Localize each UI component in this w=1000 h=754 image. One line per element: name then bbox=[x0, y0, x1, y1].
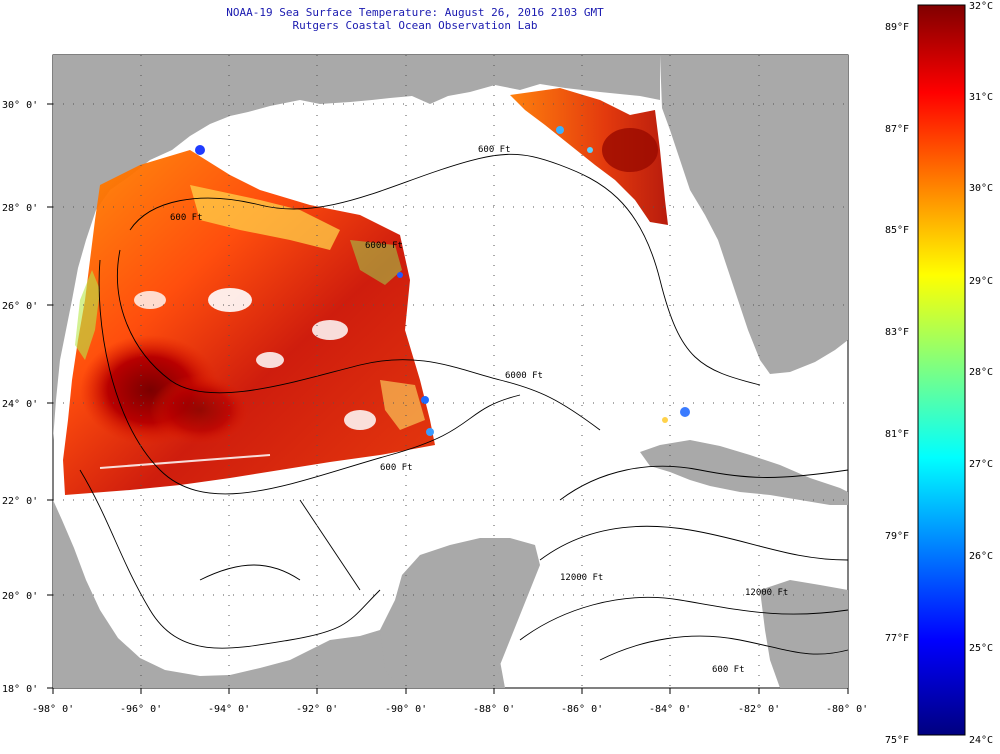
lat-tick-label: 22° 0' bbox=[2, 496, 38, 507]
colorbar-fahrenheit-labels: 89°F 87°F 85°F 83°F 81°F 79°F 77°F 75°F bbox=[885, 22, 909, 746]
land-us-gulf-coast bbox=[53, 55, 660, 440]
contour-label: 600 Ft bbox=[380, 463, 413, 473]
fahrenheit-label: 75°F bbox=[885, 735, 909, 746]
map-title: NOAA-19 Sea Surface Temperature: August … bbox=[226, 6, 604, 19]
sst-map: 600 Ft 600 Ft 6000 Ft 6000 Ft 600 Ft 120… bbox=[2, 54, 868, 715]
lon-tick-label: -80° 0' bbox=[826, 704, 868, 715]
celsius-label: 29°C bbox=[969, 276, 993, 287]
map-title-block: NOAA-19 Sea Surface Temperature: August … bbox=[0, 6, 830, 32]
lon-tick-label: -84° 0' bbox=[649, 704, 691, 715]
lon-tick-label: -86° 0' bbox=[561, 704, 603, 715]
contour-label: 600 Ft bbox=[478, 145, 511, 155]
contour-label: 6000 Ft bbox=[365, 241, 403, 251]
longitude-labels: -98° 0' -96° 0' -94° 0' -92° 0' -90° 0' … bbox=[32, 704, 868, 715]
sst-swath-florida-panhandle bbox=[510, 88, 690, 423]
map-subtitle: Rutgers Coastal Ocean Observation Lab bbox=[292, 19, 538, 32]
fahrenheit-label: 83°F bbox=[885, 327, 909, 338]
bathymetry-contours bbox=[79, 153, 849, 661]
lat-tick-label: 28° 0' bbox=[2, 203, 38, 214]
contour-labels: 600 Ft 600 Ft 6000 Ft 6000 Ft 600 Ft 120… bbox=[170, 145, 788, 675]
lon-tick-label: -94° 0' bbox=[208, 704, 250, 715]
celsius-label: 24°C bbox=[969, 735, 993, 746]
celsius-label: 28°C bbox=[969, 367, 993, 378]
lat-tick-label: 26° 0' bbox=[2, 301, 38, 312]
celsius-label: 30°C bbox=[969, 183, 993, 194]
contour-label: 600 Ft bbox=[170, 213, 203, 223]
lat-tick-label: 30° 0' bbox=[2, 100, 38, 111]
land-lower-right bbox=[760, 580, 848, 688]
colorbar-celsius-labels: 32°C 31°C 30°C 29°C 28°C 27°C 26°C 25°C … bbox=[969, 1, 993, 746]
contour-label: 12000 Ft bbox=[745, 588, 788, 598]
celsius-label: 25°C bbox=[969, 643, 993, 654]
celsius-label: 31°C bbox=[969, 92, 993, 103]
fahrenheit-label: 81°F bbox=[885, 429, 909, 440]
lon-tick-label: -98° 0' bbox=[32, 704, 74, 715]
colorbar-gradient bbox=[917, 4, 966, 736]
fahrenheit-label: 89°F bbox=[885, 22, 909, 33]
contour-label: 6000 Ft bbox=[505, 371, 543, 381]
celsius-label: 27°C bbox=[969, 459, 993, 470]
celsius-label: 32°C bbox=[969, 1, 993, 12]
lon-tick-label: -88° 0' bbox=[473, 704, 515, 715]
land-yucatan bbox=[380, 538, 540, 688]
lon-tick-label: -82° 0' bbox=[738, 704, 780, 715]
fahrenheit-label: 87°F bbox=[885, 124, 909, 135]
lat-tick-label: 20° 0' bbox=[2, 591, 38, 602]
lat-tick-label: 24° 0' bbox=[2, 399, 38, 410]
contour-label: 12000 Ft bbox=[560, 573, 603, 583]
fahrenheit-label: 77°F bbox=[885, 633, 909, 644]
lon-tick-label: -92° 0' bbox=[296, 704, 338, 715]
lon-tick-label: -90° 0' bbox=[385, 704, 427, 715]
fahrenheit-label: 85°F bbox=[885, 225, 909, 236]
lat-tick-label: 18° 0' bbox=[2, 684, 38, 695]
latitude-labels: 30° 0' 28° 0' 26° 0' 24° 0' 22° 0' 20° 0… bbox=[2, 100, 38, 695]
fahrenheit-label: 79°F bbox=[885, 531, 909, 542]
lon-tick-label: -96° 0' bbox=[120, 704, 162, 715]
land-masses bbox=[53, 55, 848, 688]
celsius-label: 26°C bbox=[969, 551, 993, 562]
temperature-colorbar: 89°F 87°F 85°F 83°F 81°F 79°F 77°F 75°F … bbox=[885, 1, 993, 746]
frame-ticks bbox=[47, 103, 849, 694]
land-cuba bbox=[640, 440, 848, 505]
contour-label: 600 Ft bbox=[712, 665, 745, 675]
land-florida bbox=[660, 55, 848, 374]
